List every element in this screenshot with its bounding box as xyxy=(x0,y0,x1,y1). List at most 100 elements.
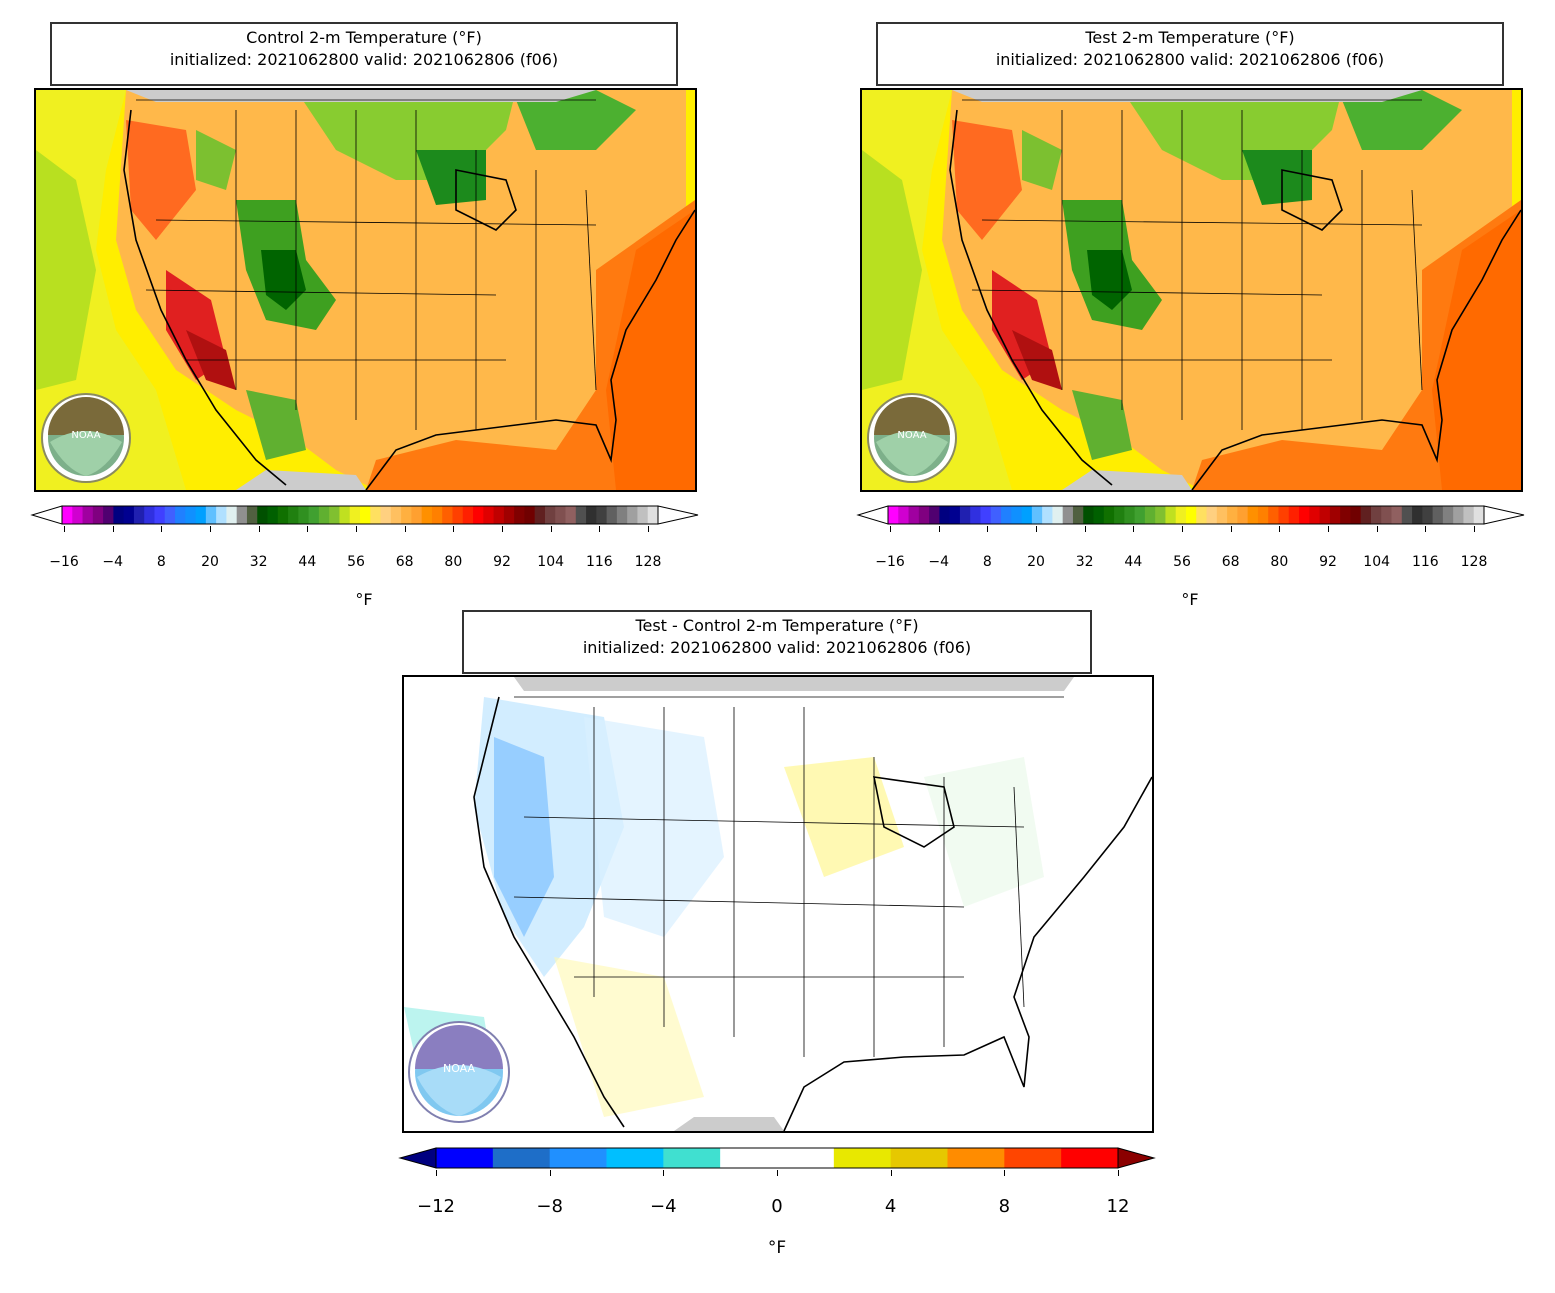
colorbar-segment xyxy=(1052,506,1064,524)
noaa-logo: NOAA xyxy=(408,1021,510,1123)
diff-colorbar-bar xyxy=(398,1147,1156,1169)
colorbar-tick-mark xyxy=(550,526,552,532)
colorbar-segment xyxy=(329,506,340,524)
colorbar-segment xyxy=(349,506,361,524)
colorbar-segment xyxy=(1309,506,1321,524)
colorbar-segment xyxy=(92,506,104,524)
control-map: NOAA xyxy=(34,88,697,492)
colorbar-segment xyxy=(616,506,628,524)
colorbar-segment xyxy=(236,506,248,524)
colorbar-tick-label: 92 xyxy=(1319,554,1337,570)
colorbar-segment xyxy=(833,1148,892,1168)
colorbar-segment xyxy=(1093,506,1105,524)
colorbar-extend-high xyxy=(1483,505,1525,525)
colorbar-segment xyxy=(1360,506,1372,524)
colorbar-segment xyxy=(555,506,567,524)
colorbar-segment xyxy=(980,506,992,524)
colorbar-outline xyxy=(435,1147,1119,1169)
colorbar-segment xyxy=(1031,506,1043,524)
colorbar-tick-label: −4 xyxy=(928,554,949,570)
colorbar-segment xyxy=(1061,1148,1119,1168)
colorbar-segment xyxy=(1175,506,1187,524)
colorbar-segment xyxy=(544,506,556,524)
colorbar-tick-mark xyxy=(356,526,357,532)
colorbar-segment xyxy=(627,506,638,524)
colorbar-segment xyxy=(1391,506,1403,524)
colorbar-tick-label: 80 xyxy=(1270,554,1289,570)
colorbar-segment xyxy=(452,506,464,524)
colorbar-tick-label: 8 xyxy=(982,554,992,570)
diff-map: NOAA xyxy=(402,675,1154,1133)
colorbar-tick-label: 128 xyxy=(1460,554,1488,570)
colorbar-segment xyxy=(185,506,197,524)
colorbar-tick-mark xyxy=(307,526,309,532)
diff-title-line2: initialized: 2021062800 valid: 202106280… xyxy=(582,638,972,657)
colorbar-segment xyxy=(380,506,392,524)
test-colorbar-units: °F xyxy=(1181,590,1199,609)
test-map: NOAA xyxy=(860,88,1523,492)
colorbar-segment xyxy=(1381,506,1393,524)
colorbar-tick-label: 68 xyxy=(1221,554,1240,570)
colorbar-segment xyxy=(1227,506,1238,524)
colorbar-segment xyxy=(918,506,930,524)
test-title-line2: initialized: 2021062800 valid: 202106280… xyxy=(995,50,1385,69)
colorbar-segment xyxy=(514,506,525,524)
colorbar-segment xyxy=(1021,506,1033,524)
colorbar-segment xyxy=(1247,506,1259,524)
colorbar-segment xyxy=(154,506,166,524)
colorbar-segment xyxy=(62,506,73,524)
colorbar-segment xyxy=(565,506,577,524)
colorbar-tick-mark xyxy=(987,526,989,532)
diff-colorbar-units: °F xyxy=(767,1238,787,1258)
colorbar-tick-mark xyxy=(210,526,211,532)
colorbar-segment xyxy=(1453,506,1464,524)
colorbar-segment xyxy=(1350,506,1362,524)
control-title-line2: initialized: 2021062800 valid: 202106280… xyxy=(169,50,559,69)
colorbar-tick-label: 4 xyxy=(884,1196,897,1217)
colorbar-segment xyxy=(1134,506,1146,524)
colorbar-segment xyxy=(990,506,1002,524)
colorbar-segment xyxy=(534,506,546,524)
colorbar-tick-mark xyxy=(1133,526,1135,532)
colorbar-segment xyxy=(1412,506,1423,524)
colorbar-tick-mark xyxy=(64,526,65,532)
control-title-line1: Control 2-m Temperature (°F) xyxy=(246,28,482,47)
colorbar-tick-mark xyxy=(161,526,163,532)
colorbar-tick-label: 68 xyxy=(395,554,414,570)
diff-temperature-field: NOAA xyxy=(404,677,1152,1131)
colorbar-tick-label: 128 xyxy=(634,554,662,570)
colorbar-segment xyxy=(947,1148,1005,1168)
colorbar-tick-mark xyxy=(1279,526,1281,532)
colorbar-segment xyxy=(1083,506,1095,524)
colorbar-tick-mark xyxy=(1474,526,1475,532)
colorbar-tick-mark xyxy=(258,526,260,532)
colorbar-segment xyxy=(144,506,155,524)
test-title-line1: Test 2-m Temperature (°F) xyxy=(1085,28,1295,47)
colorbar-segment xyxy=(370,506,382,524)
colorbar-tick-mark xyxy=(112,526,114,532)
colorbar-tick-label: 32 xyxy=(249,554,268,570)
colorbar-segment xyxy=(1268,506,1279,524)
colorbar-segment xyxy=(103,506,114,524)
colorbar-segment xyxy=(133,506,145,524)
colorbar-tick-mark xyxy=(404,526,406,532)
colorbar-segment xyxy=(175,506,186,524)
colorbar-extend-high xyxy=(657,505,699,525)
colorbar-segment xyxy=(503,506,515,524)
colorbar-tick-label: 116 xyxy=(1411,554,1439,570)
colorbar-tick-label: 56 xyxy=(347,554,365,570)
colorbar-segment xyxy=(483,506,495,524)
svg-text:NOAA: NOAA xyxy=(71,430,100,441)
colorbar-segment xyxy=(360,506,371,524)
colorbar-tick-label: 20 xyxy=(1027,554,1045,570)
colorbar-segment xyxy=(318,506,330,524)
colorbar-tick-mark xyxy=(1230,526,1232,532)
colorbar-segment xyxy=(1257,506,1269,524)
colorbar-tick-mark xyxy=(890,526,891,532)
colorbar-tick-label: −8 xyxy=(536,1196,563,1217)
test-colorbar-ticks: −16 −4 8 20 32 44 56 68 80 92 104 116 128 xyxy=(875,526,1487,574)
colorbar-segment xyxy=(1340,506,1351,524)
colorbar-segment xyxy=(1422,506,1434,524)
colorbar-tick-mark xyxy=(777,1170,778,1176)
test-colorbar-bar xyxy=(856,505,1525,525)
